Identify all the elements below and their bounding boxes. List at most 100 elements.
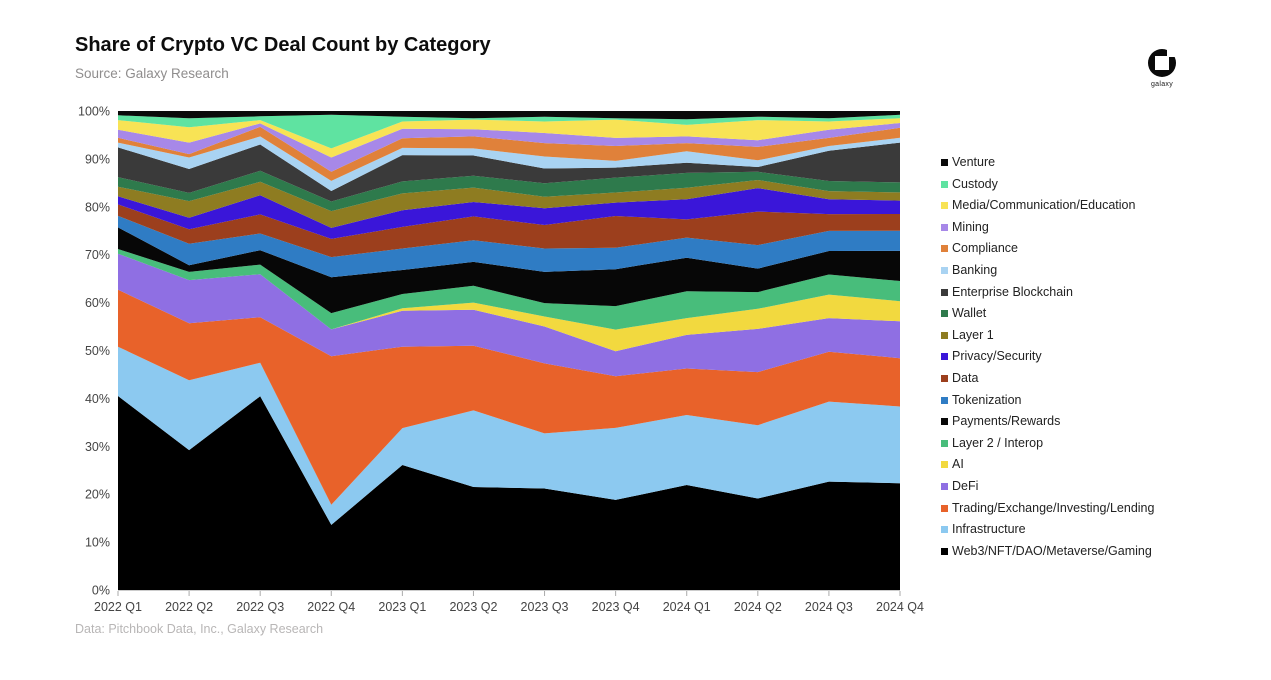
legend-swatch-icon xyxy=(941,202,948,210)
x-axis-tick-label: 2023 Q4 xyxy=(592,600,640,614)
legend-item: Venture xyxy=(941,156,1154,169)
legend-swatch-icon xyxy=(941,223,948,231)
legend-label: Custody xyxy=(952,176,998,191)
legend-label: Wallet xyxy=(952,306,987,321)
legend-swatch-icon xyxy=(941,461,948,469)
area-series xyxy=(118,118,900,158)
legend-swatch-icon xyxy=(941,439,948,447)
area-series xyxy=(118,142,900,202)
legend-swatch-icon xyxy=(941,331,948,339)
y-axis-tick-label: 100% xyxy=(78,105,110,119)
galaxy-logo: galaxy xyxy=(1140,46,1184,88)
legend-label: Payments/Rewards xyxy=(952,414,1061,429)
x-axis-tick-label: 2023 Q1 xyxy=(378,600,426,614)
x-axis-tick-label: 2024 Q3 xyxy=(805,600,853,614)
x-axis-tick-label: 2024 Q2 xyxy=(734,600,782,614)
legend-swatch-icon xyxy=(941,504,948,512)
legend-item: Trading/Exchange/Investing/Lending xyxy=(941,500,1155,515)
area-series xyxy=(118,111,900,120)
chart-axes: 0% 10% 20% 30% 40% 50% 60% 70% 80% 90% 100% 2022 Q1… xyxy=(78,105,924,615)
x-axis-tick-label: 2024 Q1 xyxy=(663,600,711,614)
legend-item: Web3/NFT/DAO/Metaverse/Gaming xyxy=(941,543,1154,558)
area-series xyxy=(118,126,900,181)
legend-item: Mining xyxy=(941,219,1154,234)
x-axis-tick-label: 2022 Q4 xyxy=(307,600,355,614)
legend-label: Media/Communication/Education xyxy=(952,198,1136,213)
legend-swatch-icon xyxy=(941,526,948,534)
legend-item: Infrastructure xyxy=(941,523,1154,536)
legend-item: Privacy/Security xyxy=(941,350,1154,363)
legend-swatch-icon xyxy=(941,288,948,296)
legend-label: Privacy/Security xyxy=(952,349,1042,364)
area-series xyxy=(118,136,900,191)
area-series xyxy=(118,396,900,590)
legend-swatch-icon xyxy=(941,396,948,404)
legend-swatch-icon xyxy=(941,374,948,382)
x-axis-tick-label: 2023 Q2 xyxy=(449,600,497,614)
x-axis-tick-label: 2024 Q4 xyxy=(876,600,924,614)
area-series xyxy=(118,170,900,212)
y-axis-tick-label: 70% xyxy=(85,248,110,262)
legend-swatch-icon xyxy=(941,266,948,274)
legend-item: Banking xyxy=(941,262,1154,277)
x-axis-tick-label: 2023 Q3 xyxy=(521,600,569,614)
area-series xyxy=(118,346,900,525)
legend-item: AI xyxy=(941,458,1154,471)
legend-label: Data xyxy=(952,370,979,385)
legend-label: Banking xyxy=(952,262,998,277)
legend-label: Web3/NFT/DAO/Metaverse/Gaming xyxy=(952,543,1152,558)
y-axis-tick-label: 40% xyxy=(85,392,110,406)
legend-swatch-icon xyxy=(941,310,948,318)
legend-swatch-icon xyxy=(941,353,948,361)
chart-areas xyxy=(118,111,900,590)
legend-label: DeFi xyxy=(952,478,979,493)
area-series xyxy=(118,114,900,149)
legend-swatch-icon xyxy=(941,159,948,166)
legend-item: DeFi xyxy=(941,478,1154,493)
legend-label: Layer 2 / Interop xyxy=(952,435,1044,450)
y-axis-tick-label: 50% xyxy=(85,344,110,358)
x-axis-tick-label: 2022 Q3 xyxy=(236,600,284,614)
area-series xyxy=(118,180,900,228)
legend-item: Enterprise Blockchain xyxy=(941,284,1154,299)
legend-item: Media/Communication/Education xyxy=(941,199,1154,212)
chart-footer-attribution: Data: Pitchbook Data, Inc., Galaxy Resea… xyxy=(75,622,324,636)
area-series xyxy=(118,289,900,505)
legend-swatch-icon xyxy=(941,482,948,490)
legend-item: Compliance xyxy=(941,242,1154,255)
y-axis-tick-label: 30% xyxy=(85,440,110,454)
legend-label: AI xyxy=(952,457,964,472)
legend-label: Tokenization xyxy=(952,392,1022,407)
legend-swatch-icon xyxy=(941,418,948,426)
legend-label: Compliance xyxy=(952,241,1019,256)
area-series xyxy=(118,215,900,278)
legend-item: Custody xyxy=(941,176,1154,191)
legend-label: Venture xyxy=(952,155,996,169)
area-series xyxy=(118,253,900,377)
legend-item: Layer 1 xyxy=(941,328,1154,342)
chart-source-subtitle: Source: Galaxy Research xyxy=(75,66,229,81)
legend-label: Trading/Exchange/Investing/Lending xyxy=(952,500,1155,515)
galaxy-logo-label: galaxy xyxy=(1150,81,1174,88)
x-axis-tick-label: 2022 Q1 xyxy=(94,600,142,614)
y-axis-tick-label: 90% xyxy=(85,152,110,166)
y-axis-tick-label: 80% xyxy=(85,200,110,214)
y-axis-tick-label: 10% xyxy=(85,536,110,550)
legend-label: Infrastructure xyxy=(952,522,1026,537)
legend-swatch-icon xyxy=(941,180,948,188)
legend-label: Enterprise Blockchain xyxy=(952,284,1073,299)
legend-swatch-icon xyxy=(941,547,948,555)
legend-label: Mining xyxy=(952,219,989,234)
y-axis-tick-label: 20% xyxy=(85,488,110,502)
y-axis-tick-label: 0% xyxy=(92,584,110,598)
legend-item: Layer 2 / Interop xyxy=(941,435,1154,450)
y-axis-tick-label: 60% xyxy=(85,296,110,310)
legend-item: Payments/Rewards xyxy=(941,415,1154,428)
area-series xyxy=(118,249,900,330)
chart-legend: Venture Custody Media/Communication/Educat… xyxy=(941,156,1154,558)
legend-item: Tokenization xyxy=(941,392,1154,407)
area-series xyxy=(118,204,900,258)
page-title: Share of Crypto VC Deal Count by Categor… xyxy=(75,34,491,56)
